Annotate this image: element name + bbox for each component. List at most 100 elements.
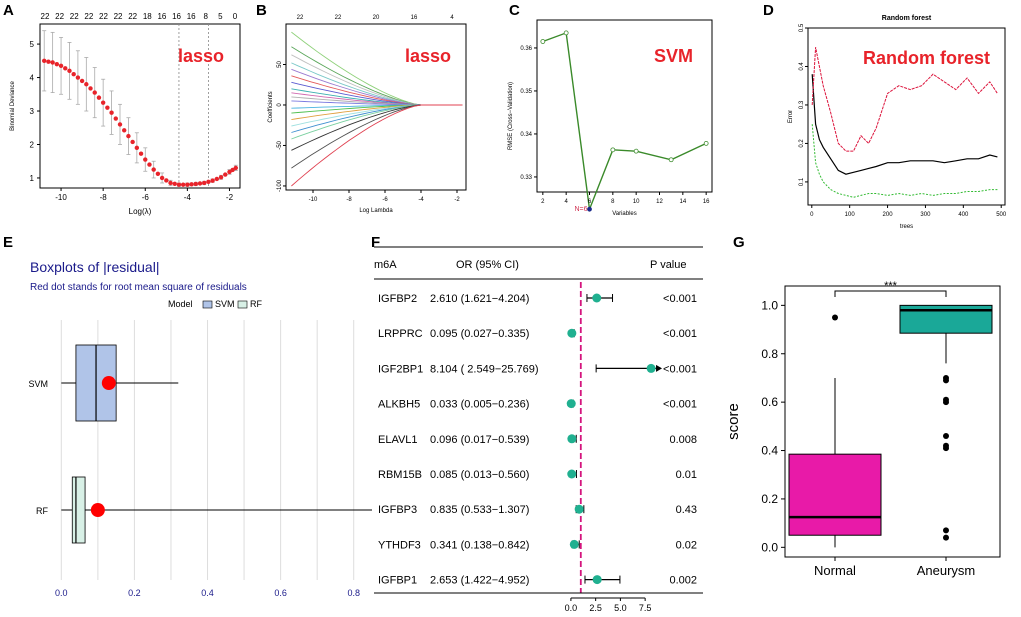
panel-e-residual-boxplots: Boxplots of |residual| Red dot stands for… — [28, 259, 372, 598]
deviance-point — [134, 145, 140, 151]
panel-label-g: G — [733, 234, 745, 251]
row-gene: RBM15B — [378, 469, 422, 481]
or-point — [566, 399, 576, 409]
coefficient-path — [291, 75, 463, 106]
x-tick-label: 0.8 — [347, 588, 360, 598]
y-tick-label: 0.2 — [761, 492, 778, 506]
deviance-point — [105, 105, 110, 110]
coefficient-path — [291, 104, 463, 169]
row-or-ci: 0.835 (0.533−1.307) — [430, 504, 529, 516]
top-tick-label: 0 — [233, 12, 238, 21]
x-tick-label: 4 — [564, 199, 568, 205]
header-or: OR (95% CI) — [456, 259, 519, 271]
deviance-point — [197, 181, 203, 186]
y-axis-label: Binomial Deviance — [10, 80, 16, 130]
y-tick-label: 0.35 — [520, 89, 532, 95]
panel-d-random-forest-error: Random forest 0 100 200 300 400 500 0.1 0.2 0.3 0.… — [788, 15, 1007, 230]
x-tick-label: -2 — [454, 197, 460, 203]
or-point — [592, 293, 602, 303]
row-or-ci: 0.095 (0.027−0.335) — [430, 328, 529, 340]
x-tick-label: 0.0 — [55, 588, 68, 598]
plot-title: Boxplots of |residual| — [30, 259, 159, 275]
y-axis-label: score — [725, 403, 742, 440]
deviance-point — [58, 63, 64, 69]
row-p-value: 0.01 — [676, 469, 697, 481]
rmse-point — [633, 148, 639, 154]
row-p-value: 0.008 — [669, 434, 697, 446]
deviance-point — [130, 139, 135, 145]
deviance-point — [113, 116, 118, 121]
deviance-point — [151, 167, 156, 172]
error-series-0 — [811, 74, 998, 175]
header-p: P value — [650, 259, 687, 271]
deviance-point — [168, 180, 173, 186]
deviance-point — [143, 157, 148, 162]
x-tick-label: 200 — [883, 212, 894, 218]
significance-bracket — [834, 290, 947, 297]
annotation-random-forest: Random forest — [863, 48, 990, 68]
deviance-point — [67, 68, 72, 74]
panel-label-a: A — [3, 2, 14, 19]
deviance-point — [54, 61, 60, 67]
category-label: SVM — [28, 379, 48, 389]
rmse-point — [610, 147, 616, 153]
panel-label-b: B — [256, 2, 267, 19]
x-tick-label: 16 — [703, 199, 710, 205]
row-gene: ELAVL1 — [378, 434, 418, 446]
row-p-value: 0.43 — [676, 504, 697, 516]
outlier-point — [943, 445, 949, 452]
outlier-point — [943, 399, 949, 406]
plot-subtitle: Red dot stands for root mean square of r… — [30, 282, 247, 293]
x-tick-label: 400 — [958, 212, 969, 218]
annotation-svm: SVM — [654, 46, 693, 66]
outlier-point — [943, 534, 949, 541]
category-label: RF — [36, 506, 48, 516]
x-tick-label: 0.4 — [201, 588, 214, 598]
plot-frame — [807, 27, 1006, 206]
outlier-point — [943, 433, 949, 440]
row-gene: IGFBP2 — [378, 293, 417, 305]
x-axis-label: Log Lambda — [359, 208, 393, 214]
ci-arrow — [656, 364, 663, 372]
rmse-point — [668, 157, 674, 163]
rmse-point — [587, 206, 592, 212]
deviance-point — [50, 60, 55, 65]
category-label: Normal — [814, 563, 856, 578]
deviance-point — [172, 181, 177, 187]
y-tick-label: -100 — [277, 179, 283, 192]
y-axis-label: Error — [788, 110, 794, 123]
row-p-value: 0.002 — [669, 575, 697, 587]
y-tick-label: 0.5 — [799, 23, 805, 32]
or-point — [592, 575, 602, 585]
row-or-ci: 0.096 (0.017−0.539) — [430, 434, 529, 446]
deviance-point — [117, 122, 123, 127]
deviance-point — [210, 178, 215, 183]
deviance-point — [79, 78, 85, 84]
row-p-value: <0.001 — [663, 328, 697, 340]
outlier-point — [943, 377, 949, 384]
top-tick-label: 16 — [411, 15, 418, 21]
panel-label-d: D — [763, 2, 774, 19]
x-tick-label: 0 — [810, 212, 814, 218]
y-tick-label: 50 — [277, 60, 283, 67]
x-tick-label: 0.6 — [274, 588, 287, 598]
plot-frame — [39, 23, 241, 189]
rmse-dot-SVM — [101, 376, 116, 390]
panel-g-score-boxplot: *** Normal Aneurysm 0.0 0.2 0.4 0.6 0.8 1.0 score — [725, 280, 1001, 578]
y-tick-label: 0.1 — [799, 177, 805, 186]
row-gene: IGF2BP1 — [378, 363, 423, 375]
top-tick-label: 16 — [172, 12, 181, 21]
top-tick-label: 8 — [204, 12, 209, 21]
y-tick-label: 1.0 — [761, 298, 778, 312]
box-Normal — [788, 453, 882, 536]
row-p-value: <0.001 — [663, 363, 697, 375]
or-point — [574, 504, 584, 514]
panel-c-svm-rmse: N=6 2 4 6 8 10 12 14 16 0.33 0.34 0.35 0.36 Variables… — [508, 19, 713, 217]
header-gene: m6A — [374, 259, 397, 271]
deviance-point — [75, 75, 81, 80]
row-or-ci: 2.653 (1.422−4.952) — [430, 575, 529, 587]
rmse-point — [540, 39, 546, 44]
deviance-point — [71, 72, 76, 77]
y-tick-label: 0.6 — [761, 395, 778, 409]
x-tick-label: -4 — [184, 193, 192, 202]
